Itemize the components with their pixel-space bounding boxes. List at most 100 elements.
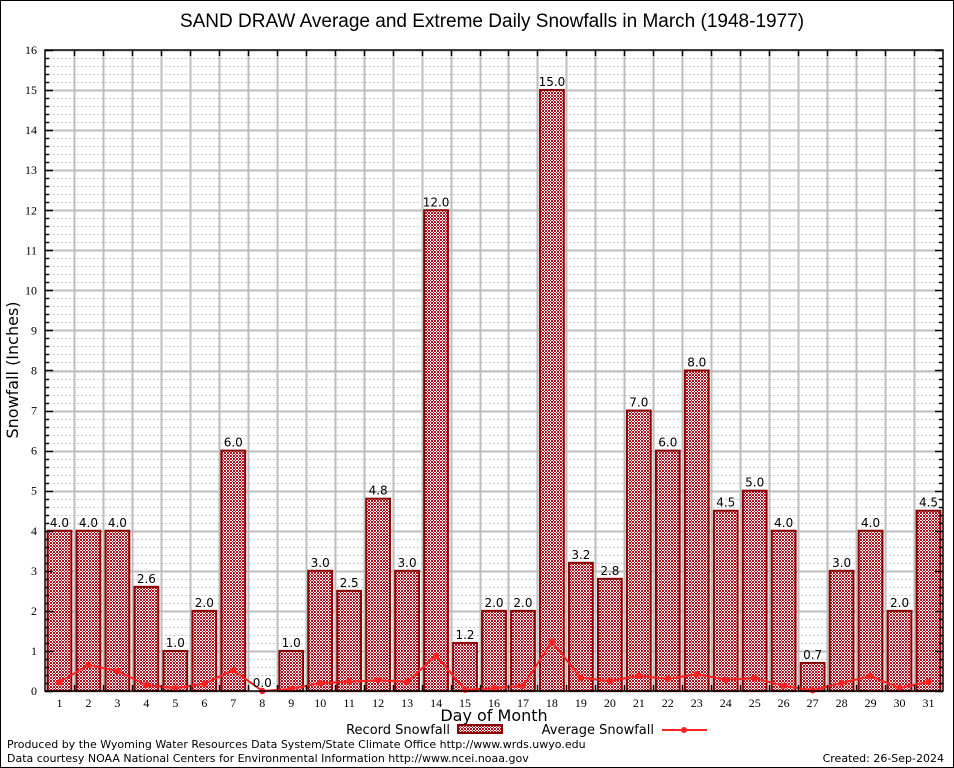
x-tick-label-8: 8 xyxy=(259,696,265,710)
bar-day-12 xyxy=(365,497,392,693)
average-point-day-14 xyxy=(432,652,440,659)
data-label-day-2: 4.0 xyxy=(79,516,98,530)
x-tick-label-14: 14 xyxy=(430,696,442,710)
bar-day-25 xyxy=(741,489,768,692)
y-tick-label-4: 4 xyxy=(31,524,37,538)
y-tick-label-3: 3 xyxy=(31,564,37,578)
x-tick-label-9: 9 xyxy=(288,696,294,710)
data-label-day-25: 5.0 xyxy=(745,476,764,490)
bar-day-16 xyxy=(481,609,507,692)
bar-day-28 xyxy=(828,569,855,692)
average-point-day-6 xyxy=(201,680,208,687)
average-point-day-3 xyxy=(114,667,121,675)
x-tick-label-6: 6 xyxy=(201,696,207,710)
x-tick-label-16: 16 xyxy=(488,696,500,710)
average-point-day-12 xyxy=(374,676,382,684)
average-point-day-4 xyxy=(143,681,150,689)
average-point-day-15 xyxy=(461,686,469,693)
data-label-day-30: 2.0 xyxy=(890,596,909,610)
x-tick-label-4: 4 xyxy=(143,696,149,710)
bar-day-7 xyxy=(220,449,247,692)
x-tick-label-2: 2 xyxy=(85,696,91,710)
average-point-day-13 xyxy=(403,678,411,685)
x-tick-label-1: 1 xyxy=(56,696,62,710)
data-label-day-15: 1.2 xyxy=(455,628,474,642)
average-point-day-30 xyxy=(896,684,903,691)
data-label-day-11: 2.5 xyxy=(340,576,359,590)
legend-average-label: Average Snowfall xyxy=(542,723,654,738)
average-point-day-29 xyxy=(867,672,874,680)
axes xyxy=(44,49,944,693)
bar-day-15 xyxy=(452,641,478,692)
average-point-day-11 xyxy=(345,678,353,685)
x-tick-label-7: 7 xyxy=(230,696,236,710)
x-tick-label-30: 30 xyxy=(894,696,906,710)
legend-record-swatch xyxy=(457,724,503,734)
chart-title: SAND DRAW Average and Extreme Daily Snow… xyxy=(180,11,804,32)
x-tick-label-10: 10 xyxy=(314,696,326,710)
average-point-day-26 xyxy=(780,682,787,689)
y-tick-label-14: 14 xyxy=(25,123,37,137)
data-label-day-29: 4.0 xyxy=(861,516,880,530)
bar-day-3 xyxy=(104,529,131,692)
bar-day-11 xyxy=(336,589,363,692)
data-label-day-24: 4.5 xyxy=(716,496,735,510)
x-tick-label-12: 12 xyxy=(372,696,384,710)
average-point-day-28 xyxy=(838,679,845,687)
bar-day-27 xyxy=(799,661,826,692)
average-point-day-17 xyxy=(519,682,527,689)
data-label-day-22: 6.0 xyxy=(658,436,677,450)
y-tick-label-2: 2 xyxy=(31,604,37,618)
data-label-day-17: 2.0 xyxy=(513,596,532,610)
grid xyxy=(45,49,943,693)
x-tick-label-18: 18 xyxy=(546,696,558,710)
average-point-day-18 xyxy=(548,638,556,645)
bar-day-4 xyxy=(133,585,160,693)
average-point-day-21 xyxy=(635,672,643,679)
average-point-day-7 xyxy=(230,666,237,674)
data-label-day-27: 0.7 xyxy=(803,648,822,662)
x-tick-label-17: 17 xyxy=(517,696,529,710)
data-label-day-14: 12.0 xyxy=(423,195,450,209)
x-tick-label-5: 5 xyxy=(172,696,178,710)
data-label-day-21: 7.0 xyxy=(629,396,648,410)
bar-day-21 xyxy=(625,409,652,692)
data-label-day-31: 4.5 xyxy=(919,496,938,510)
data-label-day-7: 6.0 xyxy=(224,436,243,450)
x-tick-label-29: 29 xyxy=(865,696,877,710)
data-label-day-3: 4.0 xyxy=(108,516,127,530)
footer-data-courtesy: Data courtesy NOAA National Centers for … xyxy=(7,752,529,765)
bar-day-14 xyxy=(423,209,449,692)
bar-day-31 xyxy=(915,509,942,692)
x-tick-label-31: 31 xyxy=(923,696,935,710)
bar-day-20 xyxy=(596,577,623,693)
bar-day-10 xyxy=(307,569,334,692)
data-labels: 4.0 4.0 4.0 2.6 1.0 2.0 6.0 0.0 1.0 3.0 2.5 4.8 3.0 1… xyxy=(50,75,938,690)
bar-day-23 xyxy=(683,369,710,692)
average-point-day-20 xyxy=(606,677,614,685)
bar-day-13 xyxy=(394,569,420,692)
average-point-day-5 xyxy=(172,684,179,692)
average-point-day-22 xyxy=(664,675,672,683)
y-tick-label-9: 9 xyxy=(31,323,37,337)
bar-day-17 xyxy=(510,609,536,692)
bar-day-18 xyxy=(539,89,565,692)
x-tick-label-11: 11 xyxy=(343,696,355,710)
average-point-day-10 xyxy=(316,679,324,687)
y-tick-label-7: 7 xyxy=(31,404,37,418)
x-tick-label-23: 23 xyxy=(691,696,703,710)
data-label-day-16: 2.0 xyxy=(484,596,503,610)
x-tick-label-20: 20 xyxy=(604,696,616,710)
y-tick-label-12: 12 xyxy=(25,203,37,217)
bar-day-29 xyxy=(857,529,884,692)
data-label-day-28: 3.0 xyxy=(832,556,851,570)
x-tick-label-25: 25 xyxy=(749,696,761,710)
average-point-day-23 xyxy=(693,670,700,678)
legend: Record Snowfall Average Snowfall xyxy=(346,723,707,738)
y-tick-label-5: 5 xyxy=(31,484,37,498)
average-point-day-2 xyxy=(85,661,92,669)
average-point-day-25 xyxy=(751,674,758,682)
bars xyxy=(46,89,942,693)
x-tick-label-21: 21 xyxy=(633,696,645,710)
